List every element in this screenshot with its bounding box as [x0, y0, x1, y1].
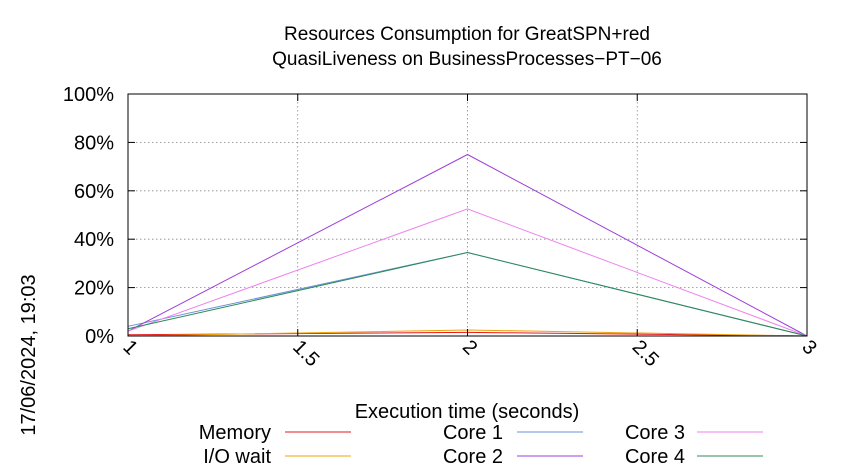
chart-title-line-2: QuasiLiveness on BusinessProcesses−PT−06 — [272, 49, 662, 70]
y-tick-label: 20% — [74, 278, 114, 300]
series-line-core-4 — [127, 251, 808, 337]
chart-title: Resources Consumption for GreatSPN+red Q… — [272, 24, 662, 70]
y-tick-label: 40% — [74, 229, 114, 251]
timestamp-label: 17/06/2024, 19:03 — [18, 274, 40, 435]
legend-label-memory: Memory — [199, 422, 271, 444]
legend-label-core-2: Core 2 — [443, 446, 503, 468]
x-axis-label: Execution time (seconds) — [355, 401, 580, 423]
series-line-core-2 — [127, 153, 808, 337]
y-tick-label: 100% — [63, 84, 114, 106]
y-tick-label: 80% — [74, 132, 114, 154]
x-tick-label: 2.5 — [628, 336, 663, 371]
y-tick-label: 60% — [74, 181, 114, 203]
series-line-core-3 — [127, 208, 808, 337]
x-tick-label: 1.5 — [288, 336, 323, 371]
y-tick-label: 0% — [85, 326, 114, 348]
grid-lines — [128, 94, 807, 336]
plot-series — [127, 153, 808, 337]
x-tick-label: 1 — [118, 336, 141, 359]
x-tick-label: 3 — [797, 336, 820, 359]
x-tick-label: 2 — [458, 336, 481, 359]
legend-label-i-o-wait: I/O wait — [203, 446, 271, 468]
y-axis-ticks: 0% 20% 40% 60% 80% 100% — [63, 84, 807, 348]
legend-label-core-3: Core 3 — [625, 422, 685, 444]
chart-title-line-1: Resources Consumption for GreatSPN+red — [284, 24, 650, 45]
legend-label-core-1: Core 1 — [443, 422, 503, 444]
legend-label-core-4: Core 4 — [625, 446, 685, 468]
